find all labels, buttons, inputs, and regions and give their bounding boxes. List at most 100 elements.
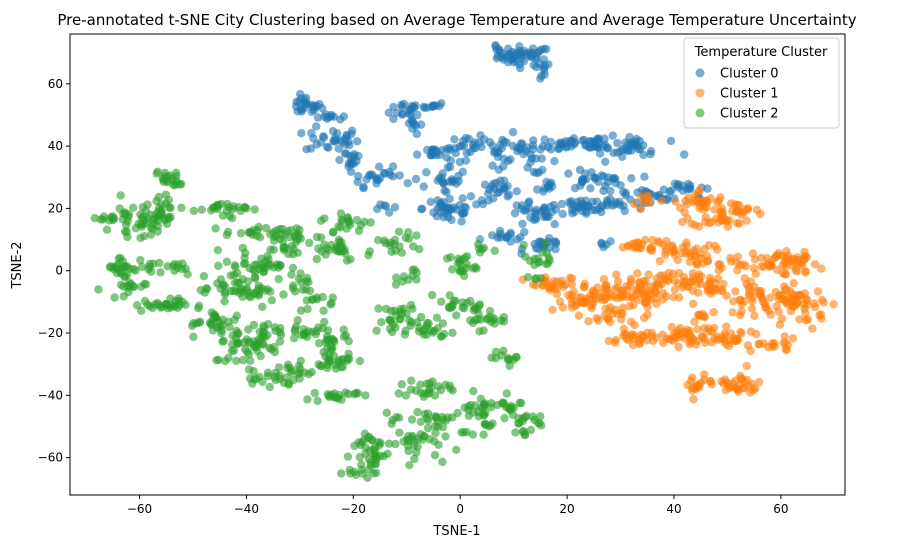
data-point [250,260,259,270]
data-point [457,428,466,437]
data-point [626,274,636,284]
data-point [781,345,790,354]
data-point [536,145,545,154]
data-point [258,302,267,311]
data-point [245,374,255,383]
data-point [725,216,734,225]
data-point [251,290,260,299]
data-point [683,380,692,390]
data-point [427,151,436,160]
y-tick-label: 60 [48,77,63,91]
data-point [406,385,416,394]
data-point [431,428,440,438]
data-point [817,295,827,305]
data-point [98,215,108,224]
data-point [423,318,432,328]
data-point [316,138,326,147]
data-point [682,241,691,250]
data-point [490,246,499,255]
data-point [374,236,383,245]
data-point [401,391,411,400]
data-point [416,312,426,322]
data-point [447,177,457,186]
data-point [390,203,400,212]
data-point [558,209,567,219]
data-point [152,196,161,206]
data-point [578,175,587,185]
data-point [539,281,548,290]
data-point [657,196,666,205]
data-point [410,441,419,450]
data-point [290,232,299,241]
data-point [497,351,506,360]
series-cluster-1 [518,186,838,404]
data-point [442,187,451,197]
data-point [121,210,130,219]
data-point [256,351,265,361]
data-point [313,113,323,122]
data-point [721,331,730,340]
data-point [140,232,149,241]
data-point [717,207,726,217]
data-point [670,250,679,259]
x-tick-label: 40 [666,502,681,516]
data-point [372,326,381,335]
data-point [747,304,757,313]
data-point [458,194,467,203]
data-point [189,206,198,216]
data-point [346,167,356,176]
data-point [549,237,559,246]
data-point [750,255,760,264]
data-point [302,296,311,305]
data-point [636,205,645,214]
data-point [780,332,789,341]
data-point [276,323,285,333]
data-point [500,413,509,423]
data-point [314,360,323,369]
data-point [382,408,391,417]
data-point [296,306,306,315]
data-point [310,388,319,398]
data-point [602,240,611,249]
data-point [301,285,311,294]
data-point [502,403,511,412]
data-point [655,238,664,247]
data-point [307,368,316,377]
data-point [336,363,346,372]
data-point [526,425,535,435]
data-point [719,379,728,388]
data-point [517,398,526,408]
data-point [355,356,365,366]
data-point [626,317,636,326]
data-point [306,144,316,153]
data-point [230,315,239,325]
data-point [475,248,485,257]
data-point [489,184,499,193]
data-point [619,292,628,301]
data-point [342,132,352,141]
data-point [726,253,735,263]
data-point [283,227,293,236]
data-point [211,224,220,233]
data-point [235,289,244,298]
data-point [344,389,353,399]
data-point [544,182,553,191]
data-point [472,264,481,273]
data-point [434,440,443,449]
data-point [387,247,396,256]
data-point [527,52,536,62]
data-point [119,292,128,301]
data-point [470,302,479,311]
data-point [173,263,182,272]
data-point [336,209,346,218]
data-point [503,156,513,165]
data-point [520,206,529,215]
data-point [459,209,468,218]
data-point [524,197,534,206]
data-point [296,269,305,278]
data-point [285,363,295,373]
data-point [173,303,182,312]
data-point [591,205,600,215]
legend-title: Temperature Cluster [694,45,828,60]
data-point [337,238,346,247]
